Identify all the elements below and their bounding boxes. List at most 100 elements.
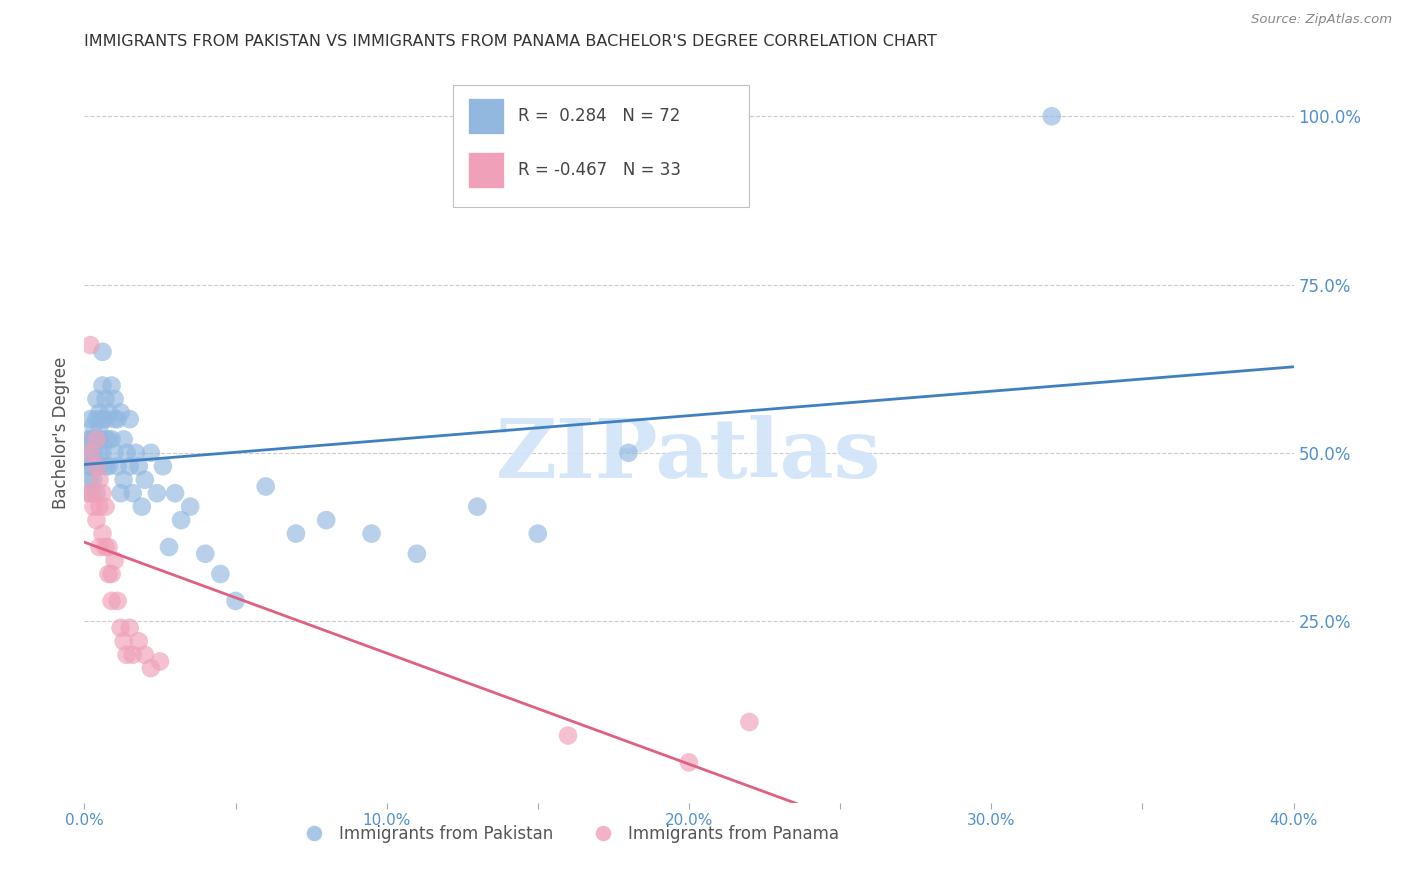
Point <box>100 433 122 447</box>
Point <box>89 446 111 460</box>
Point <box>94 500 117 514</box>
Point <box>97 433 120 447</box>
Point <box>139 446 162 460</box>
Point <box>91 378 114 392</box>
Point <box>79 486 101 500</box>
Point <box>89 433 111 447</box>
Point <box>128 459 150 474</box>
Point <box>617 446 640 460</box>
Point <box>125 446 148 460</box>
Point <box>157 540 180 554</box>
Point <box>104 392 127 406</box>
Point <box>128 634 150 648</box>
Point <box>86 392 108 406</box>
Point <box>121 648 143 662</box>
Point <box>89 405 111 419</box>
Point <box>406 547 429 561</box>
FancyBboxPatch shape <box>453 85 749 207</box>
Point <box>86 486 108 500</box>
Point <box>86 513 108 527</box>
Point <box>110 405 132 419</box>
Point <box>82 418 104 433</box>
Point <box>100 594 122 608</box>
Point <box>91 486 114 500</box>
Point <box>91 344 114 359</box>
Point <box>86 412 108 426</box>
Point <box>97 405 120 419</box>
Point <box>86 433 108 447</box>
Point <box>76 486 98 500</box>
Point <box>134 648 156 662</box>
Point <box>89 473 111 487</box>
Point <box>165 486 187 500</box>
Point <box>179 500 201 514</box>
Point <box>557 729 579 743</box>
Text: IMMIGRANTS FROM PAKISTAN VS IMMIGRANTS FROM PANAMA BACHELOR'S DEGREE CORRELATION: IMMIGRANTS FROM PAKISTAN VS IMMIGRANTS F… <box>84 34 938 49</box>
FancyBboxPatch shape <box>468 152 503 187</box>
Point <box>139 661 162 675</box>
Legend: Immigrants from Pakistan, Immigrants from Panama: Immigrants from Pakistan, Immigrants fro… <box>291 819 845 850</box>
Point <box>82 473 104 487</box>
Point <box>79 459 101 474</box>
Point <box>170 513 193 527</box>
Point <box>91 412 114 426</box>
Point <box>115 446 138 460</box>
Point <box>134 473 156 487</box>
Text: ZIPatlas: ZIPatlas <box>496 415 882 495</box>
Point <box>131 500 153 514</box>
Point <box>112 473 135 487</box>
Point <box>104 446 127 460</box>
Point <box>89 418 111 433</box>
Point <box>76 459 98 474</box>
Point <box>107 594 129 608</box>
Point <box>79 338 101 352</box>
Point <box>738 714 761 729</box>
Point <box>100 378 122 392</box>
Point <box>86 433 108 447</box>
Point <box>115 648 138 662</box>
Point <box>152 459 174 474</box>
Point <box>79 412 101 426</box>
Point <box>360 526 382 541</box>
Point <box>79 473 101 487</box>
Point <box>149 655 172 669</box>
Point <box>76 433 98 447</box>
Point <box>1040 109 1063 123</box>
Point <box>194 547 217 561</box>
Point <box>467 500 489 514</box>
Point <box>76 446 98 460</box>
Point <box>82 433 104 447</box>
Point <box>97 566 120 581</box>
Point <box>112 433 135 447</box>
Y-axis label: Bachelor's Degree: Bachelor's Degree <box>52 357 70 508</box>
Point <box>79 446 101 460</box>
Point <box>104 553 127 567</box>
Point <box>146 486 169 500</box>
Text: R = -0.467   N = 33: R = -0.467 N = 33 <box>519 161 682 178</box>
Point <box>315 513 337 527</box>
Point <box>89 540 111 554</box>
Point <box>118 459 141 474</box>
Point <box>86 459 108 474</box>
Point <box>209 566 232 581</box>
Point <box>91 526 114 541</box>
Point <box>82 459 104 474</box>
Point <box>100 566 122 581</box>
Point <box>94 433 117 447</box>
Point <box>285 526 308 541</box>
Point <box>94 392 117 406</box>
Point <box>94 459 117 474</box>
Point <box>678 756 700 770</box>
Point <box>527 526 550 541</box>
Point <box>94 412 117 426</box>
Point <box>104 412 127 426</box>
Point <box>254 479 277 493</box>
Point <box>97 540 120 554</box>
Text: Source: ZipAtlas.com: Source: ZipAtlas.com <box>1251 13 1392 27</box>
Point <box>89 500 111 514</box>
Point <box>91 446 114 460</box>
Point <box>89 459 111 474</box>
Point <box>86 459 108 474</box>
Text: R =  0.284   N = 72: R = 0.284 N = 72 <box>519 107 681 125</box>
Point <box>118 412 141 426</box>
